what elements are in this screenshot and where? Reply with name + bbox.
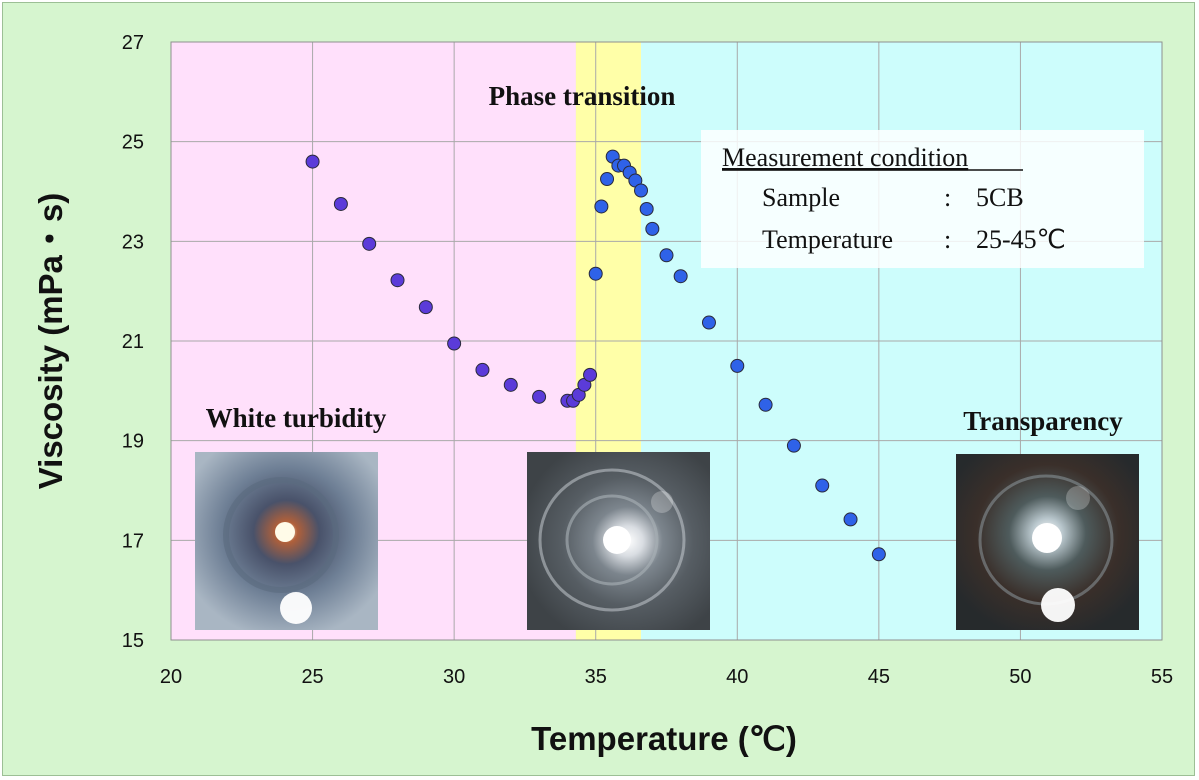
- data-point: [532, 389, 547, 404]
- data-point: [701, 315, 716, 330]
- data-point: [333, 196, 348, 211]
- legend-key-sample: Sample: [762, 183, 840, 212]
- data-point: [634, 183, 649, 198]
- annotation-transparency: Transparency: [963, 406, 1123, 436]
- x-tick-label: 45: [868, 666, 890, 688]
- data-point: [871, 547, 886, 562]
- y-tick-label: 23: [122, 231, 144, 253]
- annotation-white-turbidity: White turbidity: [206, 403, 387, 433]
- x-tick-label: 35: [585, 666, 607, 688]
- y-tick-label: 25: [122, 132, 144, 154]
- x-tick-label: 25: [301, 666, 323, 688]
- data-point: [786, 438, 801, 453]
- y-tick-label: 15: [122, 630, 144, 652]
- x-tick-label: 40: [726, 666, 748, 688]
- y-tick-labels: 15 17 19 21 23 25 27: [122, 32, 144, 652]
- data-points: [305, 149, 886, 562]
- data-point: [475, 362, 490, 377]
- legend-sep-temperature: :: [944, 225, 951, 254]
- legend-box: Measurement condition Sample : 5CB Tempe…: [701, 130, 1144, 268]
- x-axis-title: Temperature (℃): [531, 720, 797, 757]
- data-point: [503, 377, 518, 392]
- x-tick-label: 20: [160, 666, 182, 688]
- data-point: [600, 172, 615, 187]
- x-tick-label: 55: [1151, 666, 1173, 688]
- x-tick-label: 30: [443, 666, 465, 688]
- data-point: [730, 358, 745, 373]
- y-tick-label: 19: [122, 431, 144, 453]
- data-point: [843, 512, 858, 527]
- y-tick-label: 21: [122, 331, 144, 353]
- x-tick-label: 50: [1009, 666, 1031, 688]
- data-point: [305, 154, 320, 169]
- legend-value-temperature: 25-45℃: [976, 225, 1066, 254]
- photo-white-turbidity: [195, 452, 378, 630]
- data-point: [815, 478, 830, 493]
- data-point: [758, 397, 773, 412]
- data-point: [645, 221, 660, 236]
- y-axis-title: Viscosity (mPa・s): [32, 193, 69, 490]
- legend-key-temperature: Temperature: [762, 225, 893, 254]
- y-tick-label: 17: [122, 530, 144, 552]
- data-point: [390, 273, 405, 288]
- photo-phase-transition: [527, 452, 710, 630]
- data-point: [594, 199, 609, 214]
- data-point: [418, 300, 433, 315]
- plot-border: [170, 41, 1163, 641]
- legend-title: Measurement condition: [722, 143, 968, 172]
- y-tick-label: 27: [122, 32, 144, 54]
- photo-transparency: [956, 454, 1139, 630]
- data-point: [583, 367, 598, 382]
- legend-sep-sample: :: [944, 183, 951, 212]
- annotation-phase-transition: Phase transition: [489, 81, 676, 111]
- data-point: [639, 201, 654, 216]
- data-point: [673, 269, 688, 284]
- data-point: [447, 336, 462, 351]
- data-point: [588, 266, 603, 281]
- x-tick-labels: 20 25 30 35 40 45 50 55: [160, 666, 1173, 688]
- data-point: [362, 236, 377, 251]
- data-point: [659, 248, 674, 263]
- legend-value-sample: 5CB: [976, 183, 1024, 212]
